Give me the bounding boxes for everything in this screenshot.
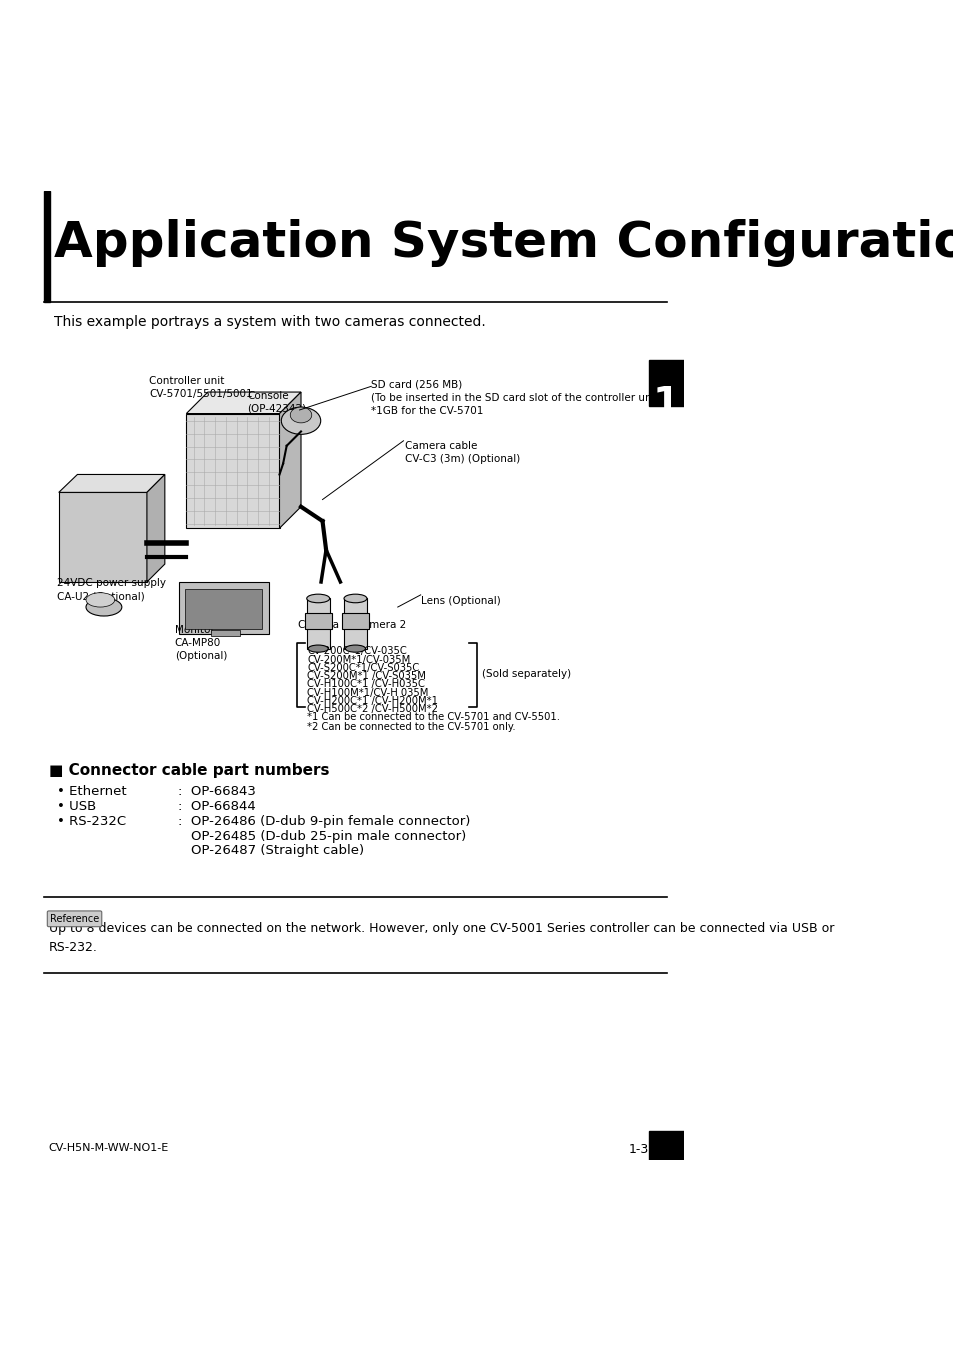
Bar (45, 192, 51, 303)
Text: CV-H100C*1 /CV-H035C: CV-H100C*1 /CV-H035C (307, 680, 425, 689)
Text: CV-H500C*2 /CV-H500M*2: CV-H500C*2 /CV-H500M*2 (307, 704, 438, 715)
Ellipse shape (307, 594, 330, 603)
Bar (341, 613, 369, 628)
Text: :  OP-66844: : OP-66844 (177, 800, 255, 813)
Bar (185, 589, 262, 628)
Text: OP-26487 (Straight cable): OP-26487 (Straight cable) (191, 843, 363, 857)
Text: CV-S200C*1/CV-S035C: CV-S200C*1/CV-S035C (307, 663, 419, 673)
Text: CV-S200M*1 /CV-S035M: CV-S200M*1 /CV-S035M (307, 671, 426, 681)
Text: Monitor
CA-MP80
(Optional): Monitor CA-MP80 (Optional) (174, 626, 227, 662)
Text: Camera 1  Camera 2: Camera 1 Camera 2 (298, 620, 406, 630)
Ellipse shape (86, 598, 122, 616)
Ellipse shape (308, 644, 328, 653)
Text: Controller unit
CV-5701/5501/5001: Controller unit CV-5701/5501/5001 (149, 377, 253, 400)
Text: CV-H100M*1/CV-H 035M: CV-H100M*1/CV-H 035M (307, 688, 429, 697)
Text: Console
(OP-42342): Console (OP-42342) (247, 390, 306, 413)
Bar (212, 630, 240, 636)
Ellipse shape (86, 593, 114, 607)
Text: :  OP-66843: : OP-66843 (177, 785, 255, 798)
Ellipse shape (345, 644, 365, 653)
Text: This example portrays a system with two cameras connected.: This example portrays a system with two … (53, 315, 485, 328)
Text: Application System Configuration: Application System Configuration (53, 219, 953, 266)
Polygon shape (186, 413, 279, 528)
Bar (307, 598, 330, 648)
Text: Lens (Optional): Lens (Optional) (420, 596, 500, 607)
Polygon shape (59, 474, 165, 492)
Polygon shape (279, 392, 301, 528)
Polygon shape (186, 392, 301, 413)
Polygon shape (179, 582, 269, 634)
Text: CV-H200C*1 /CV-H200M*1: CV-H200C*1 /CV-H200M*1 (307, 696, 438, 707)
Text: CV-H5N-M-WW-NO1-E: CV-H5N-M-WW-NO1-E (49, 1143, 169, 1154)
Text: • RS-232C: • RS-232C (57, 815, 127, 828)
Text: (Sold separately): (Sold separately) (482, 669, 571, 678)
Bar (344, 598, 367, 648)
Text: SD card (256 MB)
(To be inserted in the SD card slot of the controller unit)
*1G: SD card (256 MB) (To be inserted in the … (371, 380, 662, 416)
Text: CV-200M*1/CV-035M: CV-200M*1/CV-035M (307, 655, 411, 665)
Polygon shape (147, 474, 165, 582)
Text: Camera cable
CV-C3 (3m) (Optional): Camera cable CV-C3 (3m) (Optional) (404, 440, 519, 463)
Text: • Ethernet: • Ethernet (57, 785, 127, 798)
Bar (304, 613, 332, 628)
Text: :  OP-26486 (D-dub 9-pin female connector): : OP-26486 (D-dub 9-pin female connector… (177, 815, 470, 828)
Text: 1: 1 (652, 385, 679, 423)
Text: OP-26485 (D-dub 25-pin male connector): OP-26485 (D-dub 25-pin male connector) (191, 830, 465, 843)
Text: *1 Can be connected to the CV-5701 and CV-5501.: *1 Can be connected to the CV-5701 and C… (307, 712, 559, 723)
Bar (648, 359, 683, 407)
FancyBboxPatch shape (48, 911, 102, 927)
Text: Reference: Reference (50, 913, 99, 924)
Text: Up to 8 devices can be connected on the network. However, only one CV-5001 Serie: Up to 8 devices can be connected on the … (49, 923, 833, 954)
Text: • USB: • USB (57, 800, 96, 813)
Bar (648, 1131, 683, 1159)
Text: 1-3: 1-3 (628, 1143, 648, 1156)
Ellipse shape (344, 594, 367, 603)
Ellipse shape (281, 407, 320, 434)
Text: *2 Can be connected to the CV-5701 only.: *2 Can be connected to the CV-5701 only. (307, 721, 516, 732)
Ellipse shape (290, 407, 312, 423)
Text: 24VDC power supply
CA-U2 (Optional): 24VDC power supply CA-U2 (Optional) (57, 578, 166, 601)
Text: CV-200C*1/CV-035C: CV-200C*1/CV-035C (307, 647, 407, 657)
Polygon shape (59, 492, 147, 582)
Text: ■ Connector cable part numbers: ■ Connector cable part numbers (49, 763, 329, 778)
